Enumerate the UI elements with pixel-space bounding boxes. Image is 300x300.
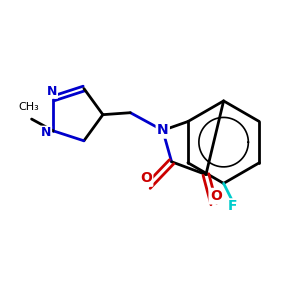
Text: N: N [47, 85, 57, 98]
Text: CH₃: CH₃ [18, 102, 39, 112]
Text: F: F [228, 199, 237, 213]
Text: O: O [140, 172, 152, 185]
Text: N: N [41, 126, 52, 139]
Text: O: O [210, 189, 222, 203]
Text: N: N [157, 123, 169, 137]
